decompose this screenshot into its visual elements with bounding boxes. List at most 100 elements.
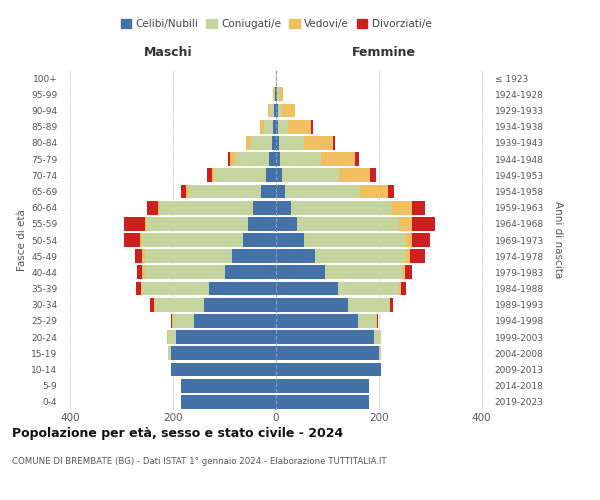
Bar (167, 330, 168, 344)
Bar (278, 120, 289, 134)
Bar (235, 152, 269, 166)
Bar (280, 152, 321, 166)
Bar (253, 200, 276, 214)
Bar (206, 168, 212, 182)
Bar (276, 217, 296, 230)
Bar (181, 379, 276, 392)
Bar (410, 250, 425, 263)
Bar (404, 266, 412, 280)
Bar (170, 362, 276, 376)
Text: Popolazione per età, sesso e stato civile - 2024: Popolazione per età, sesso e stato civil… (12, 428, 343, 440)
Bar (168, 330, 176, 344)
Bar (124, 233, 140, 247)
Bar (212, 168, 214, 182)
Bar (412, 217, 436, 230)
Bar (276, 120, 278, 134)
Bar (150, 298, 154, 312)
Bar (268, 104, 270, 118)
Bar (188, 184, 260, 198)
Bar (392, 200, 412, 214)
Bar (274, 120, 276, 134)
Bar (246, 136, 251, 149)
Bar (276, 233, 304, 247)
Bar (304, 233, 404, 247)
Bar (274, 88, 275, 101)
Bar (389, 298, 390, 312)
Bar (311, 120, 313, 134)
Bar (170, 346, 276, 360)
Bar (412, 200, 425, 214)
Bar (379, 346, 382, 360)
Bar (242, 233, 276, 247)
Bar (281, 104, 295, 118)
Bar (124, 217, 145, 230)
Bar (400, 217, 412, 230)
Bar (390, 298, 393, 312)
Bar (348, 298, 389, 312)
Bar (360, 184, 388, 198)
Bar (142, 282, 209, 296)
Bar (358, 314, 376, 328)
Bar (388, 184, 394, 198)
Bar (276, 395, 368, 409)
Bar (145, 217, 148, 230)
Bar (276, 184, 285, 198)
Bar (194, 314, 276, 328)
Bar (377, 314, 379, 328)
Bar (314, 250, 404, 263)
Bar (158, 200, 160, 214)
Bar (186, 184, 188, 198)
Bar (289, 120, 311, 134)
Bar (276, 362, 382, 376)
Bar (370, 168, 376, 182)
Bar (278, 104, 281, 118)
Bar (338, 282, 400, 296)
Bar (400, 282, 401, 296)
Bar (141, 282, 142, 296)
Bar (275, 88, 276, 101)
Bar (402, 266, 404, 280)
Bar (276, 136, 278, 149)
Bar (181, 184, 186, 198)
Bar (276, 346, 379, 360)
Bar (276, 282, 338, 296)
Bar (140, 233, 142, 247)
Bar (404, 250, 410, 263)
Bar (142, 233, 242, 247)
Bar (296, 217, 400, 230)
Bar (285, 184, 360, 198)
Bar (168, 346, 170, 360)
Bar (276, 104, 278, 118)
Bar (274, 104, 276, 118)
Bar (376, 314, 377, 328)
Legend: Celibi/Nubili, Coniugati/e, Vedovi/e, Divorziati/e: Celibi/Nubili, Coniugati/e, Vedovi/e, Di… (116, 15, 436, 34)
Bar (276, 266, 325, 280)
Bar (266, 168, 276, 182)
Bar (136, 282, 141, 296)
Bar (270, 104, 274, 118)
Bar (321, 152, 355, 166)
Text: Maschi: Maschi (143, 46, 193, 59)
Bar (154, 298, 155, 312)
Bar (276, 330, 374, 344)
Bar (325, 266, 402, 280)
Bar (269, 152, 276, 166)
Bar (278, 136, 304, 149)
Bar (173, 314, 194, 328)
Bar (251, 136, 272, 149)
Bar (277, 88, 278, 101)
Bar (172, 314, 173, 328)
Text: COMUNE DI BREMBATE (BG) - Dati ISTAT 1° gennaio 2024 - Elaborazione TUTTITALIA.I: COMUNE DI BREMBATE (BG) - Dati ISTAT 1° … (12, 458, 386, 466)
Bar (204, 298, 276, 312)
Bar (248, 217, 276, 230)
Text: Femmine: Femmine (352, 46, 416, 59)
Bar (276, 314, 358, 328)
Bar (145, 250, 232, 263)
Bar (332, 136, 335, 149)
Bar (137, 266, 142, 280)
Bar (339, 168, 370, 182)
Bar (276, 298, 348, 312)
Bar (260, 184, 276, 198)
Bar (227, 152, 230, 166)
Bar (273, 88, 274, 101)
